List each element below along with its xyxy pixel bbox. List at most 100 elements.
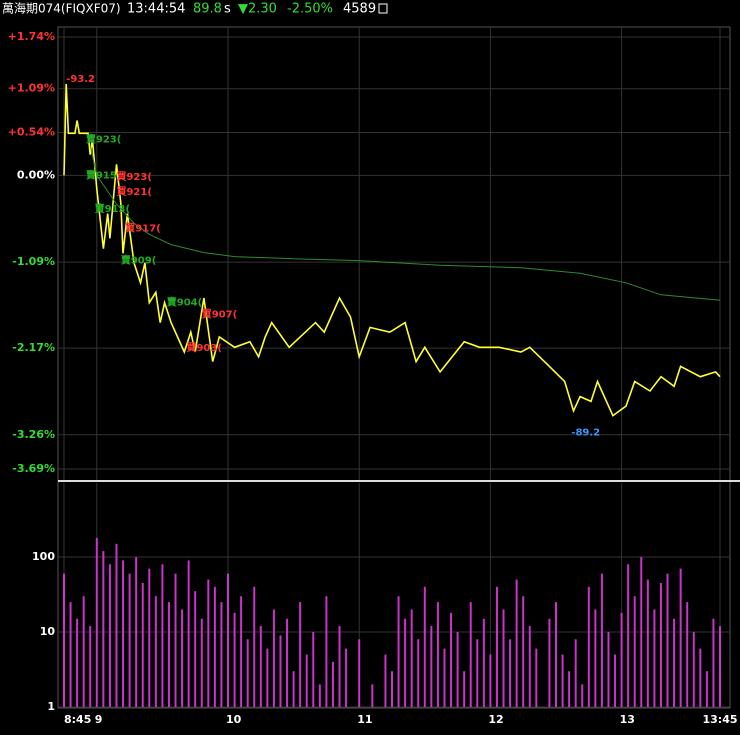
- volume-bar: [200, 618, 203, 707]
- volume-bar: [69, 602, 72, 707]
- annotation: 賣904(: [167, 296, 202, 309]
- volume-bar: [233, 612, 236, 707]
- y-tick-label: -2.17%: [12, 341, 55, 354]
- volume-bar: [423, 586, 426, 707]
- volume-bar: [561, 654, 564, 707]
- annotation: 賣909(: [121, 254, 156, 267]
- y-tick-label: +0.54%: [8, 125, 55, 138]
- annotation: 賣915: [86, 168, 117, 181]
- time: 13:44:54: [127, 2, 185, 17]
- volume-bar: [679, 568, 682, 707]
- volume-bar: [167, 602, 170, 707]
- volume-bar: [535, 648, 538, 707]
- volume-bar: [495, 586, 498, 707]
- volume-bar: [594, 609, 597, 707]
- x-tick-label: 13: [620, 713, 635, 726]
- volume-bar: [338, 626, 341, 707]
- volume-bar: [555, 602, 557, 707]
- volume-bar: [259, 626, 262, 707]
- x-tick-label: 12: [488, 713, 503, 726]
- volume-bar: [220, 602, 223, 707]
- price-line: [63, 83, 721, 417]
- volume-bar: [581, 684, 584, 707]
- volume-bar: [82, 596, 85, 707]
- volume-bar: [515, 579, 518, 707]
- volume-bar: [620, 612, 623, 707]
- volume-bar: [436, 602, 439, 707]
- annotation: 買907(: [202, 309, 237, 321]
- y-tick-label: +1.74%: [8, 30, 55, 43]
- volume-bar: [187, 560, 190, 707]
- volume-bar: [719, 626, 721, 707]
- y-tick-label: 1: [47, 700, 55, 713]
- volume-bar: [699, 648, 702, 707]
- annotation: 買903(: [186, 342, 221, 354]
- x-tick-label: 10: [226, 713, 242, 726]
- volume-bar: [292, 671, 295, 707]
- volume-bar: [502, 609, 505, 707]
- volume-bar: [548, 618, 551, 707]
- volume-bar: [89, 626, 92, 707]
- volume-bar: [600, 573, 603, 707]
- volume-bar: [659, 583, 662, 707]
- change: ▼2.30: [238, 2, 277, 17]
- volume-bar: [207, 579, 210, 707]
- status-box: [378, 3, 388, 14]
- volume-bar: [312, 632, 315, 707]
- volume-bar: [135, 557, 138, 707]
- volume-bar: [161, 564, 164, 707]
- annotation: 賣913(: [95, 202, 130, 215]
- volume-bar: [358, 639, 361, 707]
- annotation: -93.2: [66, 74, 95, 85]
- plot-frame: [57, 26, 731, 709]
- volume-bar: [115, 543, 118, 707]
- volume-bar: [391, 671, 393, 707]
- x-tick-label: 11: [357, 713, 372, 726]
- volume-bar: [410, 609, 413, 707]
- price-unit: s: [224, 2, 231, 17]
- volume-bar: [128, 573, 131, 707]
- volume-bar: [76, 618, 79, 707]
- volume-bar: [174, 573, 177, 707]
- volume-bar: [522, 596, 525, 707]
- volume-bar: [63, 573, 65, 707]
- volume-bar: [325, 596, 328, 707]
- volume-bar: [345, 648, 348, 707]
- symbol: 萬海期074(FIQXF07): [2, 1, 121, 16]
- y-tick-label: +1.09%: [8, 82, 55, 95]
- volume-bar: [279, 635, 282, 707]
- volume-bar: [450, 612, 453, 707]
- volume-bar: [469, 602, 472, 707]
- volume-bar: [404, 618, 407, 707]
- volume-bar: [318, 684, 321, 707]
- volume-bar: [509, 639, 512, 707]
- volume-bar: [154, 596, 157, 707]
- volume-bar: [587, 586, 590, 707]
- volume-bar: [528, 626, 531, 707]
- volume-bar: [305, 654, 308, 707]
- price-line: [89, 145, 721, 301]
- volume-bar: [653, 609, 656, 707]
- price: 89.8: [193, 2, 222, 17]
- y-tick-label: 0.00%: [17, 168, 55, 181]
- volume-bar: [266, 648, 269, 707]
- volume-bar: [646, 579, 649, 707]
- x-tick-label: 8:45: [64, 713, 91, 726]
- volume-bar: [213, 586, 216, 707]
- volume-bar: [633, 596, 636, 707]
- y-tick-label: -1.09%: [12, 255, 55, 268]
- volume-bar: [331, 661, 334, 707]
- volume-bar: [430, 626, 433, 707]
- volume-bar: [272, 609, 275, 707]
- volume-bar: [476, 639, 479, 707]
- volume-bar: [705, 671, 708, 707]
- volume-bar: [253, 586, 256, 707]
- volume-bar: [240, 596, 243, 707]
- annotation: 買921(: [116, 186, 151, 198]
- volume-bar: [627, 564, 630, 707]
- volume-bar: [227, 573, 229, 707]
- volume-bar: [686, 602, 689, 707]
- pct-change: -2.50%: [287, 2, 333, 17]
- volume-bar: [148, 568, 151, 707]
